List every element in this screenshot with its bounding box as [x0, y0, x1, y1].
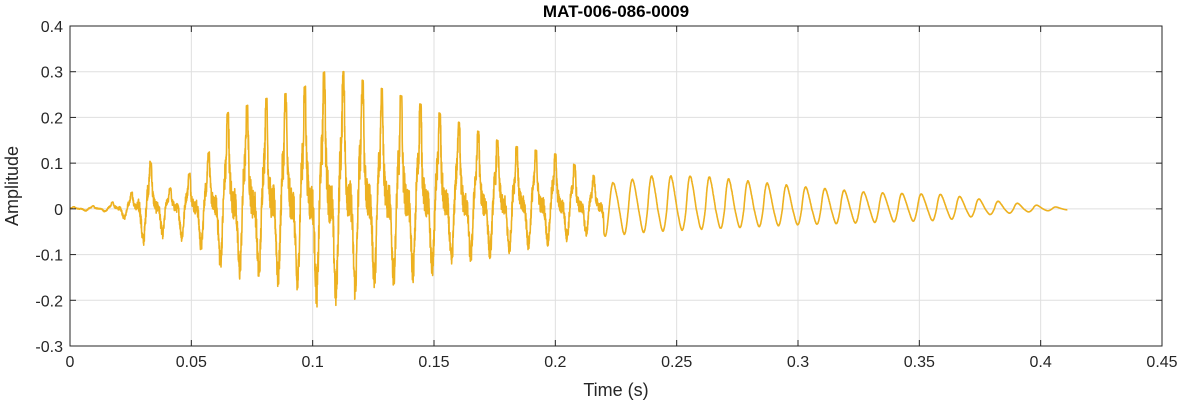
y-tick-label: -0.3 — [35, 339, 63, 356]
y-axis-label: Amplitude — [2, 146, 22, 226]
x-tick-label: 0.2 — [544, 354, 566, 371]
y-tick-label: -0.2 — [35, 293, 63, 310]
x-tick-label: 0.1 — [302, 354, 324, 371]
y-tick-label: 0.2 — [41, 110, 63, 127]
x-tick-label: 0.15 — [418, 354, 449, 371]
plot-frame — [69, 25, 1163, 347]
x-tick-label: 0.35 — [904, 354, 935, 371]
x-tick-label: 0.05 — [176, 354, 207, 371]
waveform-series — [69, 70, 1068, 308]
y-tick-label: 0 — [54, 202, 63, 219]
y-tick-label: 0.3 — [41, 65, 63, 82]
chart-title: MAT-006-086-0009 — [543, 2, 689, 21]
x-tick-label: 0.25 — [661, 354, 692, 371]
x-tick-label: 0.45 — [1146, 354, 1177, 371]
y-tick-label: -0.1 — [35, 248, 63, 265]
x-axis-label: Time (s) — [583, 380, 648, 400]
y-tick-label: 0.4 — [41, 19, 63, 36]
axis-ticks: 0 0.05 0.1 0.15 0.2 0.25 0.3 0.35 0.4 0.45 -0.3 -0.… — [35, 19, 1177, 371]
x-tick-label: 0 — [66, 354, 75, 371]
x-tick-label: 0.4 — [1030, 354, 1052, 371]
plot-area — [70, 26, 1162, 346]
waveform-line — [69, 70, 1068, 308]
x-tick-label: 0.3 — [787, 354, 809, 371]
y-tick-label: 0.1 — [41, 156, 63, 173]
